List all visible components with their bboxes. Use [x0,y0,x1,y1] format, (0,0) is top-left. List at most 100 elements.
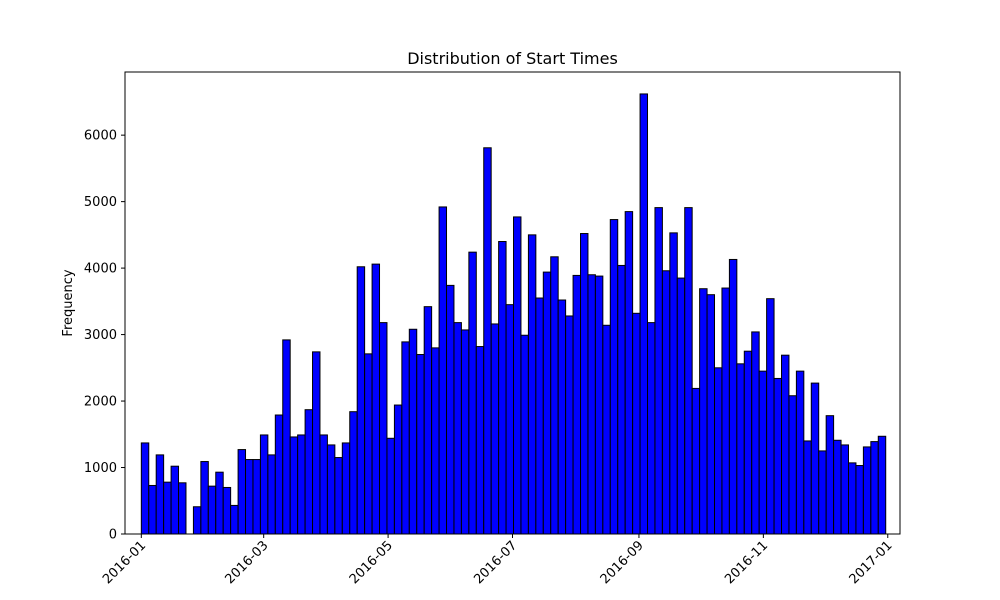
y-tick-label: 3000 [84,328,117,343]
histogram-bar [155,454,165,535]
histogram-bar [341,442,351,535]
histogram-bar [386,437,395,535]
histogram-bar [870,441,879,535]
histogram-bar [438,206,448,535]
histogram-bar [520,334,529,535]
histogram-bar [192,506,202,535]
histogram-bar [795,370,805,535]
histogram-bar [773,377,782,535]
histogram-bar [416,354,425,535]
histogram-bar [200,461,209,535]
histogram-bar [140,442,150,535]
histogram-bar [490,323,500,535]
histogram-bar [475,346,485,535]
histogram-bar [274,414,284,535]
histogram-bar [602,324,611,535]
histogram-bar [460,329,470,535]
histogram-bar [319,434,328,535]
histogram-bar [684,207,693,535]
histogram-bar [326,444,336,535]
histogram-bar [654,207,663,535]
histogram-bar [736,363,745,535]
histogram-bar [222,486,232,535]
histogram-bar [714,367,723,535]
histogram-bar [766,298,775,535]
histogram-bar [356,266,366,535]
histogram-bar [431,347,440,535]
y-tick-label: 1000 [84,461,117,476]
histogram-bar [334,457,343,535]
histogram-bar [304,409,314,535]
histogram-bar [289,436,299,535]
y-tick-label: 6000 [84,129,117,144]
histogram-bar [282,339,291,535]
histogram-bar [527,234,537,535]
y-tick-label: 4000 [84,262,117,277]
histogram-bar [728,258,738,535]
histogram-bar [349,411,358,535]
histogram-bar [557,299,567,535]
histogram-bar [721,287,730,535]
histogram-bar [810,382,820,535]
histogram-bar [535,297,544,535]
histogram-bar [259,434,269,535]
histogram-bar [297,434,306,535]
histogram-bar [148,484,157,535]
histogram-bar [848,462,857,535]
histogram-bar [706,294,716,535]
histogram-bar [803,440,812,535]
histogram-bar [215,471,224,535]
histogram-bar [207,485,217,535]
histogram-bar [401,341,410,535]
histogram-bar [542,271,552,535]
histogram-bar [163,481,172,535]
histogram-bar [818,450,827,535]
histogram-bar [788,395,797,535]
histogram-bar [825,415,835,535]
histogram-bar [245,459,254,535]
histogram-bar [446,284,455,535]
histogram-bar [423,306,433,535]
histogram-bar [565,315,574,535]
histogram-bar [877,435,887,535]
histogram-bar [647,322,656,535]
histogram-bar [312,351,321,535]
histogram-bar [580,233,589,535]
histogram-bar [453,322,462,535]
histogram-bar [252,459,261,535]
histogram-bar [781,354,790,535]
histogram-bar [230,504,239,535]
histogram-bar [498,241,507,535]
histogram-bar [624,211,634,535]
histogram-bar [513,216,522,535]
histogram-bar [468,251,477,535]
histogram-bar [669,232,678,535]
histogram-bar [178,482,187,535]
histogram-bar [699,288,708,535]
histogram-bar [862,446,872,535]
histogram-bar [676,277,686,535]
histogram-bar [632,312,641,535]
histogram-bar [505,304,515,535]
histogram-bar [379,322,388,535]
chart-title: Distribution of Start Times [407,49,618,68]
histogram-bar [833,439,842,535]
histogram-bar [743,350,753,535]
y-tick-label: 5000 [84,195,117,210]
histogram-bar [855,465,864,535]
histogram-bar [587,274,596,535]
histogram-bar [237,449,247,535]
histogram-bar [364,353,373,535]
histogram-bar [751,331,760,535]
histogram-bar [408,328,418,535]
y-tick-label: 0 [109,528,117,543]
histogram-bar [758,370,768,535]
histogram-bar [170,465,180,535]
histogram-bar [617,264,626,535]
histogram-bar [661,270,671,535]
histogram-bar [691,387,701,535]
histogram-bar [267,454,276,535]
histogram-bar [840,444,849,535]
histogram-bar [594,275,604,535]
histogram-bar [639,93,649,535]
